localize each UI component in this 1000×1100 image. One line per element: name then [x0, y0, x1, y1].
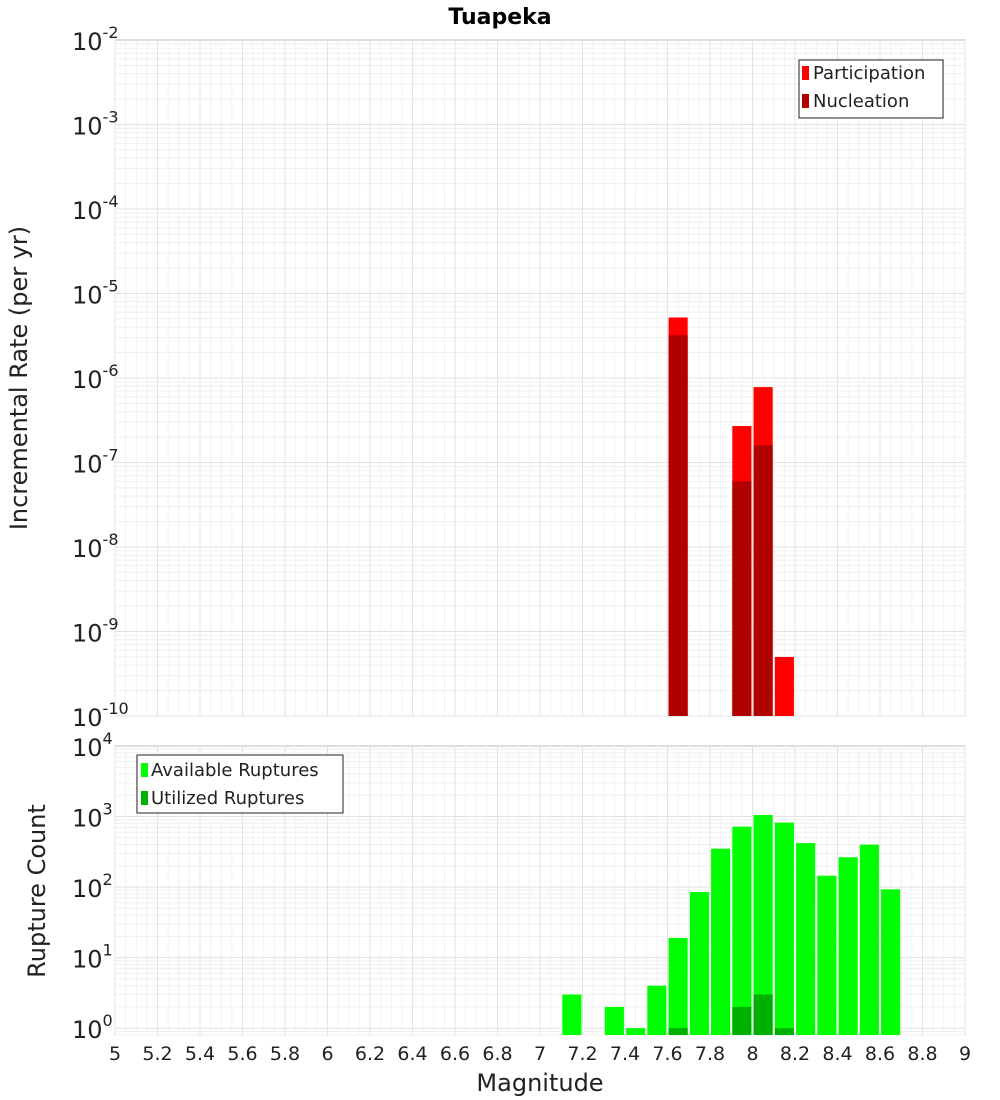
legend-label-utilized-ruptures: Utilized Ruptures: [151, 788, 304, 809]
bottom-y-axis-label: Rupture Count: [23, 804, 51, 978]
top-y-tick-label: 10-5: [72, 277, 119, 310]
x-tick-label: 6.2: [355, 1043, 385, 1065]
x-tick-label: 7.6: [652, 1043, 682, 1065]
bar-available-ruptures: [668, 937, 688, 1035]
x-tick-label: 8.8: [907, 1043, 937, 1065]
x-tick-label: 8.2: [780, 1043, 810, 1065]
bar-utilized-ruptures: [732, 1006, 752, 1035]
legend-swatch-available-ruptures: [141, 763, 148, 777]
bar-nucleation: [668, 335, 688, 716]
bottom-y-tick-labels: 104 103 102 101 100: [72, 729, 113, 1044]
legend-label-participation: Participation: [813, 63, 925, 84]
top-y-tick-label: 10-3: [72, 108, 119, 141]
top-plot-panel: 10-2 10-3 10-4 10-5 10-6 10-7 10-8 10-9 10-10 In…: [5, 23, 966, 732]
x-tick-label: 8.4: [822, 1043, 852, 1065]
x-axis-label: Magnitude: [476, 1069, 603, 1097]
x-tick-label: 8.6: [865, 1043, 895, 1065]
bottom-y-tick-label: 104: [72, 729, 113, 762]
bar-available-ruptures: [647, 985, 667, 1035]
bar-available-ruptures: [838, 857, 858, 1035]
x-tick-label: 6: [321, 1043, 333, 1065]
bottom-y-tick-label: 102: [72, 870, 113, 903]
top-y-tick-labels: 10-2 10-3 10-4 10-5 10-6 10-7 10-8 10-9 10-10: [72, 23, 129, 732]
bar-available-ruptures: [711, 848, 731, 1035]
x-tick-label: 6.6: [440, 1043, 470, 1065]
bar-utilized-ruptures: [753, 994, 773, 1035]
chart-title: Tuapeka: [448, 5, 551, 30]
bottom-legend-box: [136, 754, 344, 814]
bar-available-ruptures: [626, 1028, 646, 1035]
bottom-y-tick-label: 100: [72, 1011, 113, 1044]
x-tick-label: 6.4: [397, 1043, 427, 1065]
legend-swatch-participation: [802, 66, 809, 80]
bar-nucleation: [732, 481, 752, 716]
x-tick-labels: 5 5.2 5.4 5.6 5.8 6 6.2 6.4 6.6 6.8 7 7.2 7.4 7.6 7.8 8…: [109, 1043, 971, 1065]
top-bars: [668, 317, 794, 716]
bottom-y-tick-label: 103: [72, 800, 113, 833]
x-tick-label: 5.4: [185, 1043, 215, 1065]
top-y-tick-label: 10-10: [72, 699, 129, 732]
top-gridlines: [114, 40, 966, 717]
bar-nucleation: [753, 445, 773, 716]
top-y-tick-label: 10-9: [72, 615, 119, 648]
bottom-bars: [562, 815, 901, 1035]
legend-swatch-utilized-ruptures: [141, 791, 148, 805]
legend-swatch-nucleation: [802, 94, 809, 108]
bar-available-ruptures: [689, 892, 709, 1035]
bar-available-ruptures: [732, 826, 752, 1035]
x-tick-label: 7.8: [695, 1043, 725, 1065]
bar-available-ruptures: [604, 1006, 624, 1035]
top-legend: Participation Nucleation: [798, 59, 944, 119]
x-tick-label: 6.8: [482, 1043, 512, 1065]
bar-utilized-ruptures: [668, 1028, 688, 1035]
x-tick-label: 5.6: [227, 1043, 257, 1065]
bar-available-ruptures: [562, 994, 582, 1035]
x-tick-label: 7.2: [567, 1043, 597, 1065]
bar-available-ruptures: [753, 815, 773, 1035]
legend-label-nucleation: Nucleation: [813, 91, 909, 112]
top-y-tick-label: 10-6: [72, 361, 119, 394]
bar-available-ruptures: [817, 875, 837, 1035]
x-tick-label: 5.8: [270, 1043, 300, 1065]
top-y-tick-label: 10-2: [72, 23, 119, 56]
bar-utilized-ruptures: [774, 1028, 794, 1035]
bar-available-ruptures: [881, 889, 901, 1035]
top-y-tick-label: 10-7: [72, 446, 119, 479]
x-tick-label: 5: [109, 1043, 121, 1065]
bar-available-ruptures: [796, 843, 816, 1035]
top-y-tick-label: 10-8: [72, 530, 119, 563]
bottom-y-tick-label: 101: [72, 941, 113, 974]
x-tick-label: 8: [746, 1043, 758, 1065]
bottom-legend: Available Ruptures Utilized Ruptures: [136, 754, 344, 814]
x-tick-label: 7: [534, 1043, 546, 1065]
x-tick-label: 9: [959, 1043, 971, 1065]
top-legend-box: [798, 59, 944, 119]
x-tick-label: 5.2: [142, 1043, 172, 1065]
bar-available-ruptures: [859, 844, 879, 1035]
bottom-plot-panel: 104 103 102 101 100 5 5.2 5.4 5.6 5.8 6 6.2 6.4 6.6 6…: [23, 729, 971, 1097]
legend-label-available-ruptures: Available Ruptures: [151, 760, 319, 781]
bar-participation: [774, 656, 794, 716]
top-y-tick-label: 10-4: [72, 192, 119, 225]
x-tick-label: 7.4: [610, 1043, 640, 1065]
top-y-axis-label: Incremental Rate (per yr): [5, 226, 33, 530]
bar-available-ruptures: [774, 822, 794, 1035]
